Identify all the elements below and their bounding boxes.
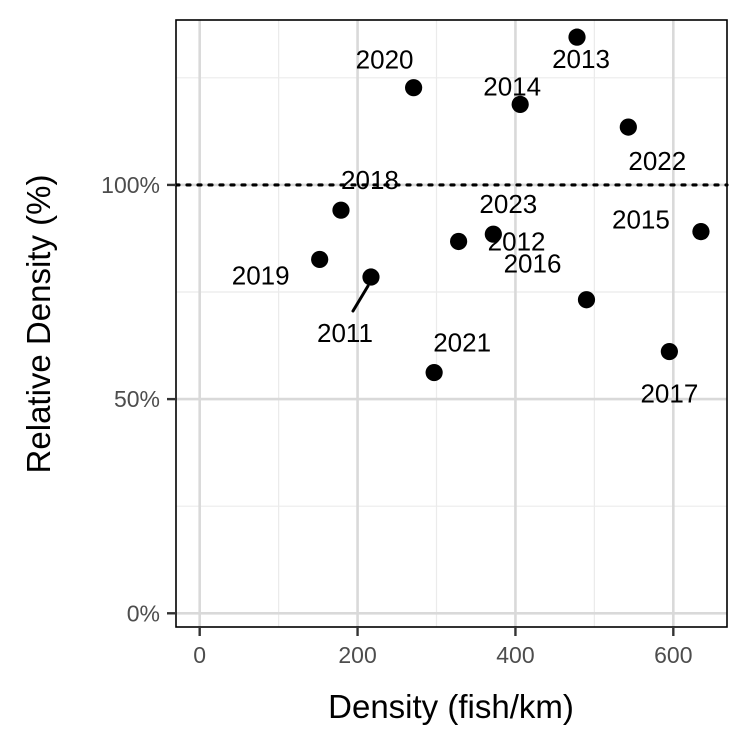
point-label-2011: 2011	[317, 318, 373, 348]
data-point-2019	[311, 250, 329, 269]
data-point-2012	[450, 232, 468, 251]
data-point-2016	[577, 291, 596, 309]
point-label-2022: 2022	[628, 146, 686, 176]
point-label-2021: 2021	[433, 328, 491, 358]
point-label-2017: 2017	[640, 379, 698, 409]
data-point-2018	[332, 201, 350, 219]
data-point-2023	[484, 225, 502, 243]
data-point-2021	[425, 363, 443, 382]
y-tick-label-2: 100%	[101, 172, 160, 198]
y-tick-label-0: 0%	[127, 600, 160, 626]
point-label-2020: 2020	[356, 45, 414, 75]
x-tick-label-1: 200	[338, 642, 376, 668]
data-point-2014	[511, 95, 529, 113]
data-point-2015	[692, 223, 710, 241]
point-label-2015: 2015	[612, 205, 670, 235]
minor-gridlines	[176, 20, 727, 627]
point-label-2019: 2019	[232, 260, 290, 290]
point-label-2014: 2014	[483, 71, 541, 101]
label-leader-lines	[351, 284, 370, 313]
leader-line-2011	[351, 284, 370, 313]
data-points	[311, 28, 710, 382]
axis-ticks	[167, 183, 675, 636]
x-tick-label-2: 400	[496, 642, 534, 668]
point-label-2023: 2023	[479, 189, 537, 219]
data-point-2022	[619, 118, 637, 136]
tick-labels: 0 200 400 600 0% 50% 100%	[101, 172, 692, 668]
y-tick-label-1: 50%	[114, 386, 160, 412]
panel-border	[175, 19, 728, 628]
x-axis-title: Density (fish/km)	[328, 688, 574, 725]
point-label-2018: 2018	[341, 165, 399, 195]
y-axis-title: Relative Density (%)	[20, 175, 57, 474]
point-label-2016: 2016	[504, 249, 562, 279]
data-point-2020	[405, 79, 423, 97]
data-point-2013	[568, 28, 586, 46]
data-point-2017	[660, 342, 678, 361]
x-tick-label-3: 600	[654, 642, 692, 668]
point-labels: 2011 2012 2013 2014 2015 2016 2017 2018 2019 2020…	[232, 44, 699, 408]
data-point-2011	[362, 268, 380, 286]
x-tick-label-0: 0	[193, 642, 206, 668]
point-label-2012: 2012	[488, 226, 546, 256]
point-label-2013: 2013	[552, 44, 610, 74]
